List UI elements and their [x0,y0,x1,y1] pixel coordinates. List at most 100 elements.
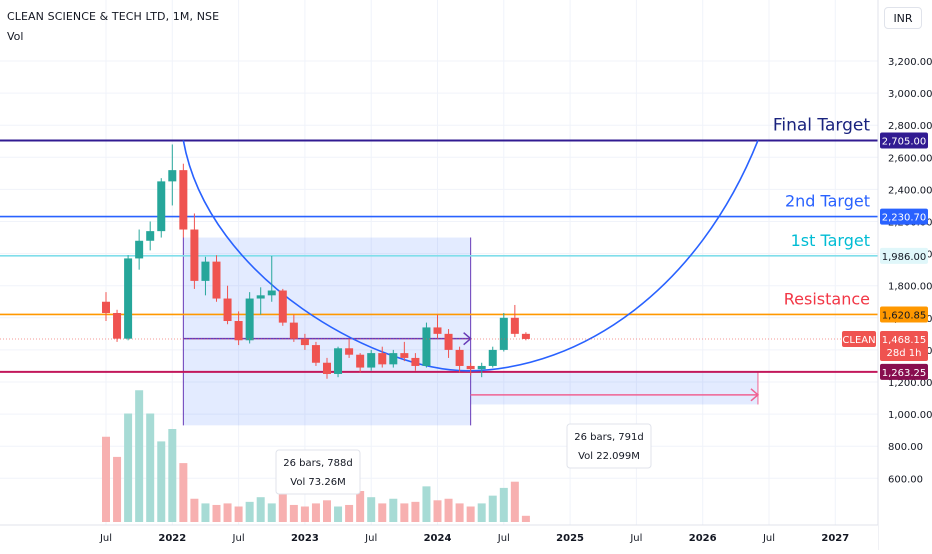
candle-body [356,354,365,368]
volume-bar [146,413,155,522]
price-tag-label: 1,263.25 [882,368,927,379]
candle-body [433,327,442,334]
price-tag-label: 1,620.85 [882,310,927,321]
price-tag [880,363,928,380]
level-labels: Final Target 2nd Target 1st Target Resistan… [773,115,871,308]
candle-body [234,321,243,341]
range-info-box [566,423,652,469]
candle-body [311,345,320,363]
volume-bar [422,486,431,522]
candle-body [488,349,497,366]
x-tick-label: Jul [99,533,112,544]
price-tag [880,306,928,323]
range-info-box [275,449,361,495]
x-tick-label: 2022 [158,533,186,544]
candle-body [477,365,486,370]
x-tick-label: Jul [497,533,510,544]
candle-body [179,170,188,230]
volume-bar [223,503,232,522]
volume-bar [256,497,265,522]
volume-bar [311,503,320,522]
candle-body [113,312,122,339]
y-tick-label: 1,200.00 [888,378,932,389]
candle-body [455,349,464,366]
volume-indicator-label[interactable]: Vol [7,30,24,43]
x-tick-label: 2026 [689,533,717,544]
volume-bar [356,491,365,522]
candle-body [422,327,431,366]
range-box [470,372,758,405]
volume-bar [190,498,199,522]
symbol-title[interactable]: CLEAN SCIENCE & TECH LTD, 1M, NSE [7,10,220,23]
symbol-tag [842,330,876,347]
volume-bar [521,515,530,522]
volume-bar [510,481,519,522]
volume-bar [135,390,144,522]
range-info-boxes: 26 bars, 788d Vol 73.26M 26 bars, 791d Vol … [275,423,652,495]
volume-bars [102,390,530,522]
x-tick-label: Jul [629,533,642,544]
volume-bar [400,503,409,522]
price-tag-label: 1,986.00 [882,252,927,263]
time-axis: Jul 2022 Jul 2023 Jul 2024 Jul 2025 Jul 2026 Jul 20… [0,524,878,550]
volume-bar [345,504,354,522]
volume-bar [488,495,497,522]
candle-body [499,317,508,350]
candle-body [212,261,221,299]
y-tick-label: 2,600.00 [888,153,932,164]
volume-bar [300,506,309,522]
price-axis: 600.00800.001,000.001,200.001,400.001,60… [877,0,932,550]
y-tick-label: 1,800.00 [888,282,932,293]
candle-body [124,258,133,339]
volume-bar [411,501,420,522]
time-axis-background [0,525,878,550]
price-tag-label: 2,230.70 [882,213,927,224]
volume-bar [334,506,343,522]
candle-body [102,301,110,313]
price-tag [880,132,928,149]
x-tick-label: Jul [232,533,245,544]
candle-body [466,365,475,370]
candle-body [278,290,287,323]
candle-body [345,348,354,355]
y-tick-label: 3,200.00 [888,57,932,68]
candle-body [157,181,166,232]
candle-body [334,348,343,374]
range-measure-arrowhead [463,332,472,346]
volume-bar [477,503,486,522]
price-axis-background [878,0,932,550]
candle-body [300,338,309,346]
volume-bar [433,500,442,522]
volume-bar [157,441,166,522]
volume-bar [201,503,210,522]
candle-body [289,322,298,339]
y-tick-label: 1,000.00 [888,410,932,421]
candle-body [400,353,409,358]
x-tick-label: 2027 [821,533,849,544]
y-tick-label: 600.00 [888,474,923,485]
candle-body [444,333,453,350]
x-tick-label: 2024 [424,533,452,544]
level-label: 2nd Target [785,192,870,211]
x-tick-label: 2025 [556,533,584,544]
candle-body [389,353,398,365]
currency-button[interactable]: INR [884,7,922,29]
x-tick-label: Jul [364,533,377,544]
volume-bar [212,504,221,522]
volume-bar [267,503,276,522]
last-price-tag [880,330,928,361]
volume-bar [367,497,376,522]
candle-body [521,333,530,339]
candle-body [411,357,420,366]
y-tick-label: 2,400.00 [888,185,932,196]
candle-body [190,229,199,281]
candle-body [146,231,155,241]
candle-body [256,295,265,299]
last-price-label: 1,468.15 [882,335,927,346]
candle-body [323,362,331,374]
x-tick-label: Jul [762,533,775,544]
price-tag [880,247,928,264]
y-tick-label: 3,000.00 [888,89,932,100]
